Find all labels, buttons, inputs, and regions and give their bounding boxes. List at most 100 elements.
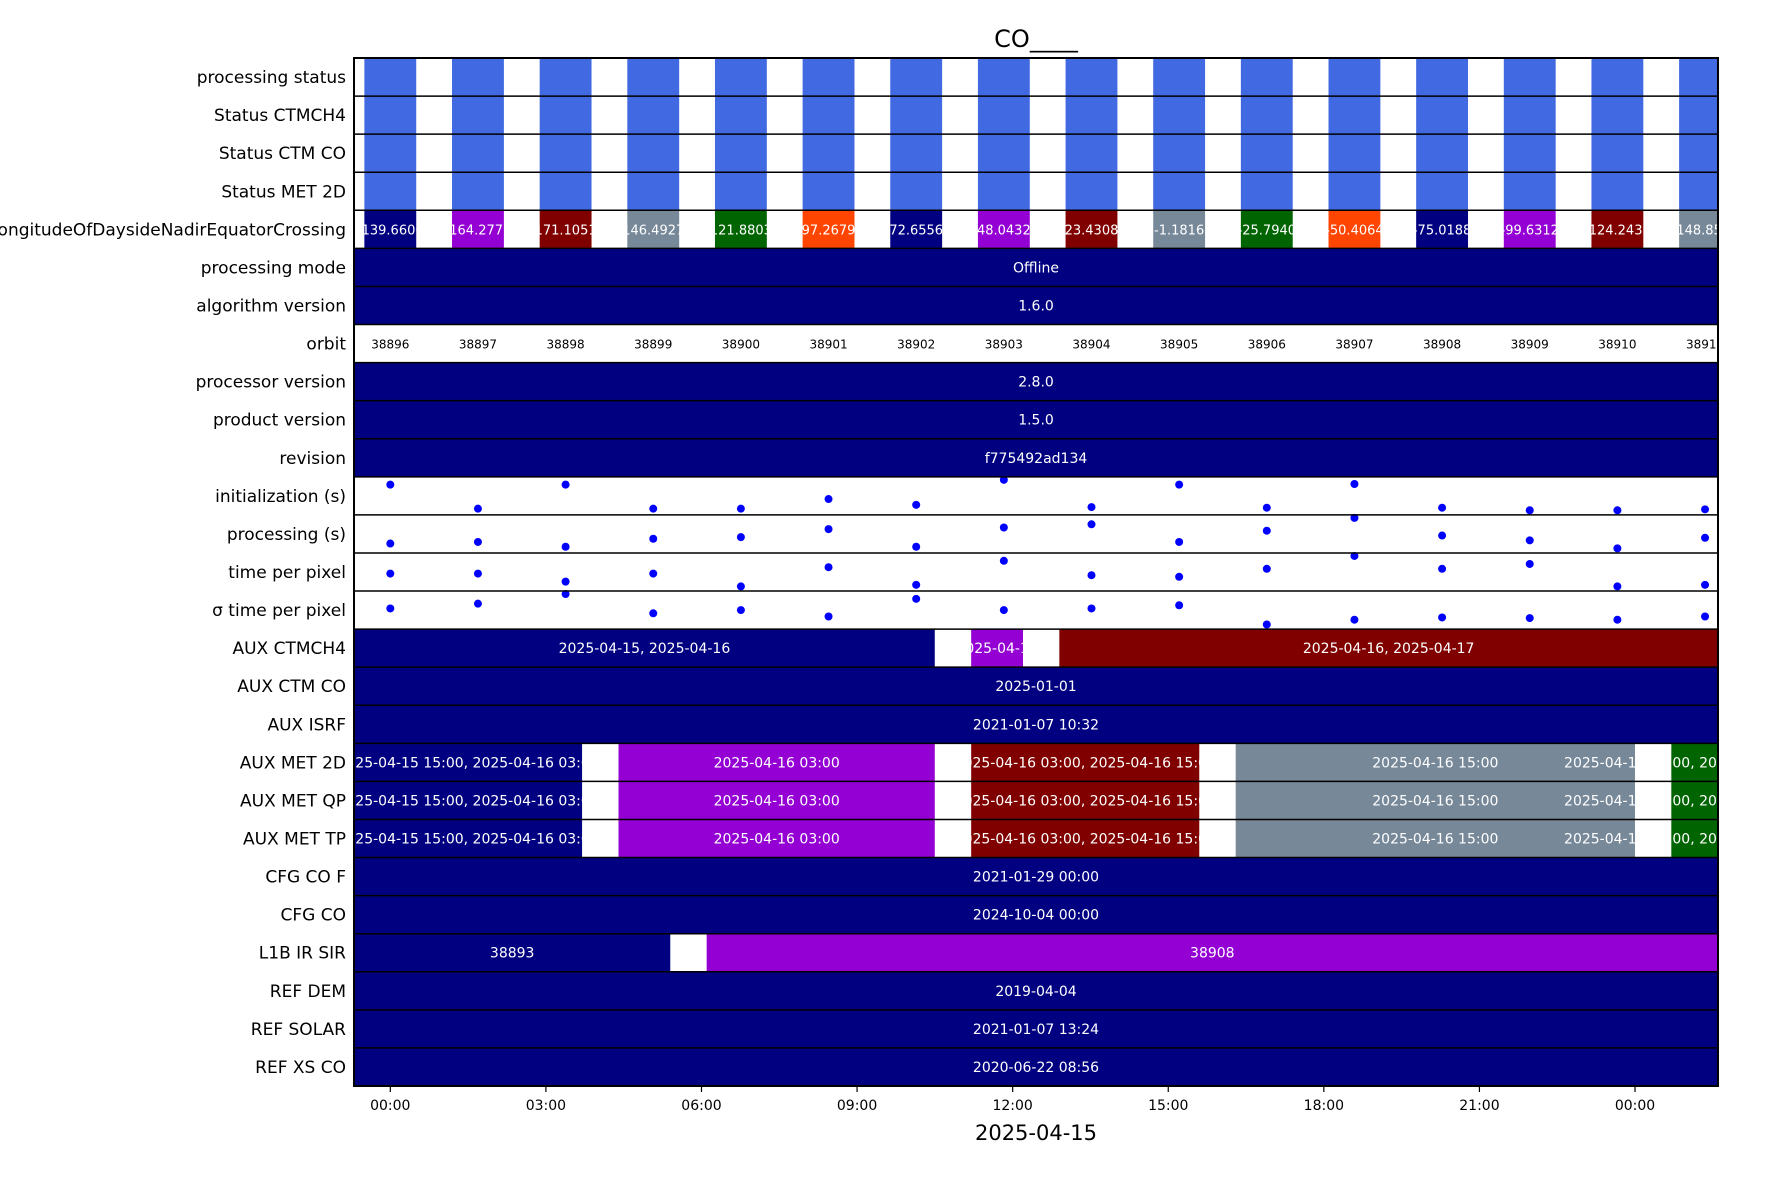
status-block (1679, 96, 1718, 135)
data-point (1175, 537, 1184, 546)
data-point (824, 563, 833, 572)
status-block (890, 58, 943, 97)
row-label: processing (s) (227, 525, 346, 545)
chart-title: CO____ (994, 25, 1079, 53)
segment-text: 2025-04-16 03:00 (714, 793, 840, 809)
segment-bar (1635, 781, 1672, 820)
orbit-number: 38910 (1598, 338, 1636, 352)
row-label: CFG CO F (265, 868, 346, 888)
row-1 (364, 96, 1718, 135)
row-label: LongitudeOfDaysideNadirEquatorCrossing (0, 220, 346, 240)
row-25: 2021-01-07 13:24 (354, 1009, 1718, 1048)
segment-text: 2025-04-16 03:00, 2025-04-16 15:00 (955, 755, 1216, 771)
status-block (890, 96, 943, 135)
data-point (473, 537, 482, 546)
status-block (1328, 172, 1381, 211)
data-point (999, 523, 1008, 532)
x-tick-label: 09:00 (837, 1098, 877, 1114)
row-label: AUX CTM CO (237, 677, 346, 697)
longitude-value: 171.1051 (535, 223, 597, 238)
status-block (1503, 172, 1556, 211)
orbit-number: 38904 (1072, 338, 1110, 352)
status-block (802, 172, 855, 211)
status-block (1065, 172, 1118, 211)
value-text: 1.6.0 (1018, 298, 1054, 314)
status-block (714, 172, 767, 211)
data-point (473, 599, 482, 608)
x-tick-label: 18:00 (1304, 1098, 1344, 1114)
row-label: processing mode (201, 258, 346, 278)
timeline-rows: processing status Status CTMCH4 Status CTM… (0, 57, 1771, 1087)
status-block (364, 96, 417, 135)
segment-bar (1235, 743, 1636, 782)
row-8: 2.8.0 (354, 362, 1718, 401)
data-point (736, 606, 745, 615)
segment-text: 2025-04-16 15:00 (1372, 832, 1498, 848)
longitude-block (1591, 210, 1644, 249)
data-point (999, 556, 1008, 565)
status-block (364, 172, 417, 211)
row-label: CFG CO (281, 906, 346, 926)
segment-bar (670, 933, 707, 972)
row-label: REF XS CO (255, 1058, 346, 1078)
status-block (977, 172, 1030, 211)
data-point (1525, 506, 1534, 515)
orbit-number: 38897 (459, 338, 497, 352)
value-bar (354, 438, 1718, 477)
segment-bar (1199, 819, 1236, 858)
data-point (1087, 604, 1096, 613)
segment-text: 2025-04-16 (956, 641, 1037, 657)
segment-text: 2025-04-16 15:00, 2025-04-17 03:00 (1564, 832, 1771, 848)
row-23: 38893 38908 (354, 933, 1718, 972)
data-point (473, 504, 482, 513)
longitude-block (539, 210, 592, 249)
status-block (890, 134, 943, 173)
orbit-number: 38907 (1335, 338, 1373, 352)
row-label: REF SOLAR (251, 1020, 346, 1040)
data-point (912, 580, 921, 589)
data-point (1613, 582, 1622, 591)
status-block (1153, 96, 1206, 135)
segment-bar (1023, 629, 1060, 668)
data-point (1175, 601, 1184, 610)
data-point (1525, 559, 1534, 568)
segment-bar (354, 819, 583, 858)
segment-bar (1671, 743, 1718, 782)
row-label: Status MET 2D (221, 182, 346, 202)
value-text: 2024-10-04 00:00 (973, 908, 1099, 924)
data-point (649, 609, 658, 618)
value-bar (354, 705, 1718, 744)
segment-bar (1671, 819, 1718, 858)
status-block (1416, 172, 1469, 211)
row-label: AUX MET TP (243, 830, 346, 850)
value-text: 2.8.0 (1018, 375, 1054, 391)
data-point (1525, 614, 1534, 623)
data-point (473, 569, 482, 578)
orbit-number: 38903 (985, 338, 1023, 352)
orbit-number: 38905 (1160, 338, 1198, 352)
data-point (386, 480, 395, 489)
longitude-block (627, 210, 680, 249)
data-point (912, 500, 921, 509)
row-20: 2025-04-15 15:00, 2025-04-16 03:00 2025-0… (354, 819, 1771, 858)
row-11 (386, 475, 1710, 515)
row-22: 2024-10-04 00:00 (354, 895, 1718, 934)
status-block (714, 96, 767, 135)
segment-bar (618, 743, 935, 782)
longitude-block (1328, 210, 1381, 249)
status-block (452, 172, 504, 211)
orbit-number: 38898 (547, 338, 585, 352)
row-16: 2025-01-01 (354, 667, 1718, 706)
segment-bar (1235, 819, 1636, 858)
segment-bar (1059, 629, 1718, 668)
data-point (1262, 564, 1271, 573)
status-block (1591, 96, 1644, 135)
status-block (714, 58, 767, 97)
status-block (1153, 58, 1206, 97)
data-point (1613, 615, 1622, 624)
segment-bar (971, 781, 1200, 820)
status-block (1240, 134, 1293, 173)
orbit-number: 38899 (634, 338, 672, 352)
segment-bar (618, 819, 935, 858)
